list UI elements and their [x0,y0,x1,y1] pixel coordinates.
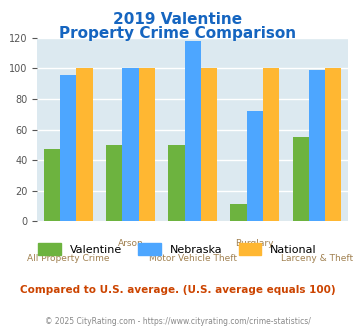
Bar [44,149,60,221]
Bar [185,41,201,221]
Bar [293,137,309,221]
Bar [263,69,279,221]
Bar [247,111,263,221]
Text: All Property Crime: All Property Crime [27,254,110,263]
Text: Burglary: Burglary [235,240,274,248]
Bar [138,69,155,221]
Bar [106,145,122,221]
Text: Arson: Arson [118,240,143,248]
Text: Larceny & Theft: Larceny & Theft [281,254,353,263]
Text: Motor Vehicle Theft: Motor Vehicle Theft [149,254,236,263]
Legend: Valentine, Nebraska, National: Valentine, Nebraska, National [38,244,317,255]
Bar [325,69,341,221]
Bar [309,70,325,221]
Bar [201,69,217,221]
Text: 2019 Valentine: 2019 Valentine [113,12,242,26]
Text: Compared to U.S. average. (U.S. average equals 100): Compared to U.S. average. (U.S. average … [20,285,335,295]
Text: © 2025 CityRating.com - https://www.cityrating.com/crime-statistics/: © 2025 CityRating.com - https://www.city… [45,317,310,326]
Bar [60,75,76,221]
Bar [230,204,247,221]
Bar [76,69,93,221]
Bar [168,145,185,221]
Text: Property Crime Comparison: Property Crime Comparison [59,26,296,41]
Bar [122,69,138,221]
